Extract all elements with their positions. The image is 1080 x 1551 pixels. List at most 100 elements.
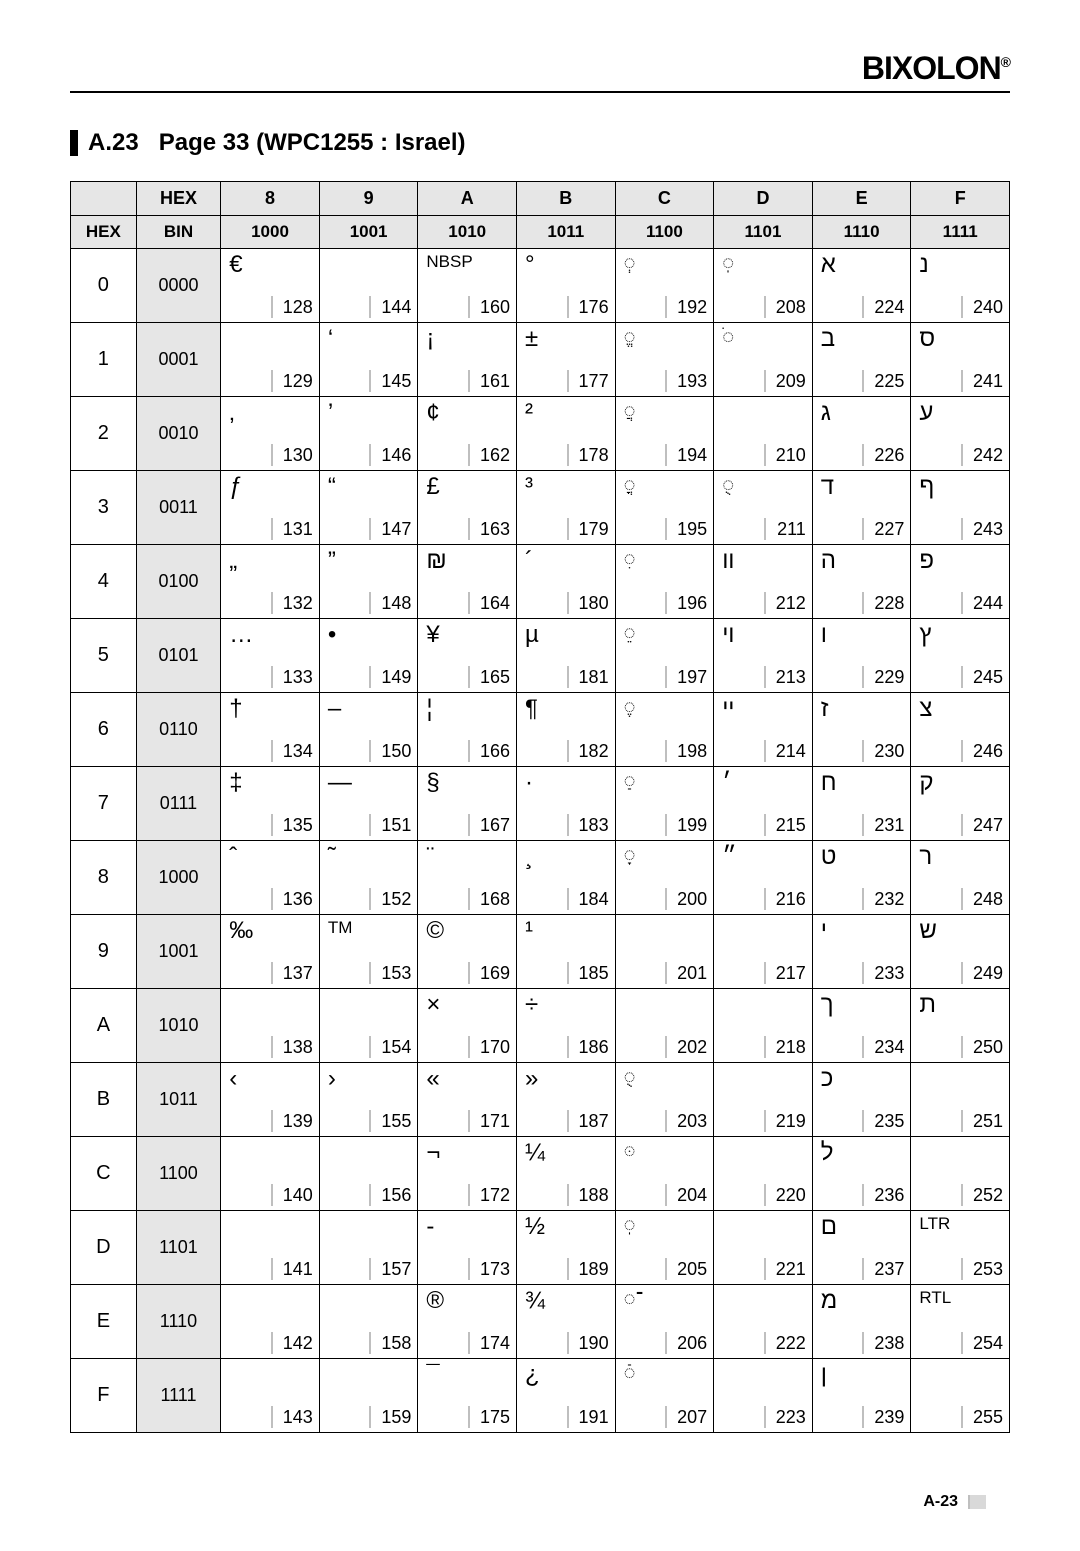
tick-icon [567,1110,569,1132]
tick-icon [862,814,864,836]
decimal-wrap: 180 [567,592,609,614]
glyph-cell: ׳215 [714,767,813,841]
tick-icon [468,1184,470,1206]
tick-icon [567,814,569,836]
row-bin: 1000 [136,841,221,915]
decimal-value: 233 [868,963,904,984]
glyph: ‘ [328,327,333,351]
tick-icon [468,296,470,318]
decimal-value: 236 [868,1185,904,1206]
tick-icon [468,518,470,540]
glyph-cell: ת250 [911,989,1010,1063]
glyph: ³ [525,475,533,499]
decimal-wrap: 161 [468,370,510,392]
glyph: ס [919,327,935,351]
glyph: נ [919,253,928,277]
tick-icon [665,1258,667,1280]
decimal-wrap: 214 [764,740,806,762]
decimal-value: 187 [573,1111,609,1132]
glyph: ₪ [426,549,446,573]
decimal-wrap: 252 [961,1184,1003,1206]
glyph: פ [919,549,934,573]
decimal-value: 184 [573,889,609,910]
decimal-wrap: 172 [468,1184,510,1206]
decimal-wrap: 247 [961,814,1003,836]
decimal-wrap: 232 [862,888,904,910]
glyph: צ [919,697,932,721]
decimal-wrap: 237 [862,1258,904,1280]
row-bin: 1101 [136,1211,221,1285]
decimal-value: 208 [770,297,806,318]
decimal-wrap: 159 [369,1406,411,1428]
decimal-wrap: 224 [862,296,904,318]
col-hex: C [615,182,714,216]
decimal-value: 209 [770,371,806,392]
tick-icon [369,370,371,392]
glyph: – [328,697,341,721]
glyph-cell: ¹185 [517,915,616,989]
decimal-wrap: 136 [271,888,313,910]
tick-icon [665,1036,667,1058]
glyph-cell: RTL254 [911,1285,1010,1359]
glyph-cell: ◌ֵ197 [615,619,714,693]
tick-icon [271,814,273,836]
glyph-cell: ה228 [812,545,911,619]
glyph-cell: ©169 [418,915,517,989]
col-hex: E [812,182,911,216]
decimal-wrap: 147 [369,518,411,540]
tick-icon [369,1036,371,1058]
row-bin: 1011 [136,1063,221,1137]
glyph-cell: –150 [319,693,418,767]
tick-icon [271,1110,273,1132]
col-bin: 1011 [517,216,616,249]
decimal-wrap: 195 [665,518,707,540]
glyph-cell: ›155 [319,1063,418,1137]
decimal-value: 210 [770,445,806,466]
decimal-value: 241 [967,371,1003,392]
decimal-wrap: 154 [369,1036,411,1058]
tick-icon [567,888,569,910]
tick-icon [862,370,864,392]
decimal-wrap: 194 [665,444,707,466]
row-hex: 8 [71,841,137,915]
glyph-cell: ‘145 [319,323,418,397]
glyph-cell: €128 [221,249,320,323]
glyph: ° [525,253,535,277]
glyph-cell: NBSP160 [418,249,517,323]
glyph: ױ [722,623,734,647]
glyph-cell: ◌ִ196 [615,545,714,619]
tick-icon [961,1406,963,1428]
glyph-cell: ±177 [517,323,616,397]
decimal-value: 229 [868,667,904,688]
glyph-cell: 142 [221,1285,320,1359]
decimal-wrap: 137 [271,962,313,984]
tick-icon [961,296,963,318]
table-row: 60110†134–150¦166¶182◌ֶ198ײ214ז230צ246 [71,693,1010,767]
glyph-cell: ◌ֶ198 [615,693,714,767]
decimal-wrap: 222 [764,1332,806,1354]
glyph-cell: 223 [714,1359,813,1433]
glyph: ◌ֳ [624,475,636,495]
tick-icon [862,1036,864,1058]
glyph: ה [821,549,836,573]
tick-icon [862,666,864,688]
row-hex: 6 [71,693,137,767]
decimal-wrap: 250 [961,1036,1003,1058]
decimal-wrap: 133 [271,666,313,688]
tick-icon [468,1110,470,1132]
decimal-wrap: 203 [665,1110,707,1132]
decimal-value: 153 [375,963,411,984]
tick-icon [961,666,963,688]
glyph-cell: ’146 [319,397,418,471]
tick-icon [567,592,569,614]
decimal-wrap: 149 [369,666,411,688]
glyph-cell: …133 [221,619,320,693]
tick-icon [764,740,766,762]
glyph-cell: 144 [319,249,418,323]
decimal-wrap: 212 [764,592,806,614]
decimal-wrap: 146 [369,444,411,466]
glyph-cell: ט232 [812,841,911,915]
row-hex: 1 [71,323,137,397]
decimal-value: 249 [967,963,1003,984]
row-bin: 0111 [136,767,221,841]
